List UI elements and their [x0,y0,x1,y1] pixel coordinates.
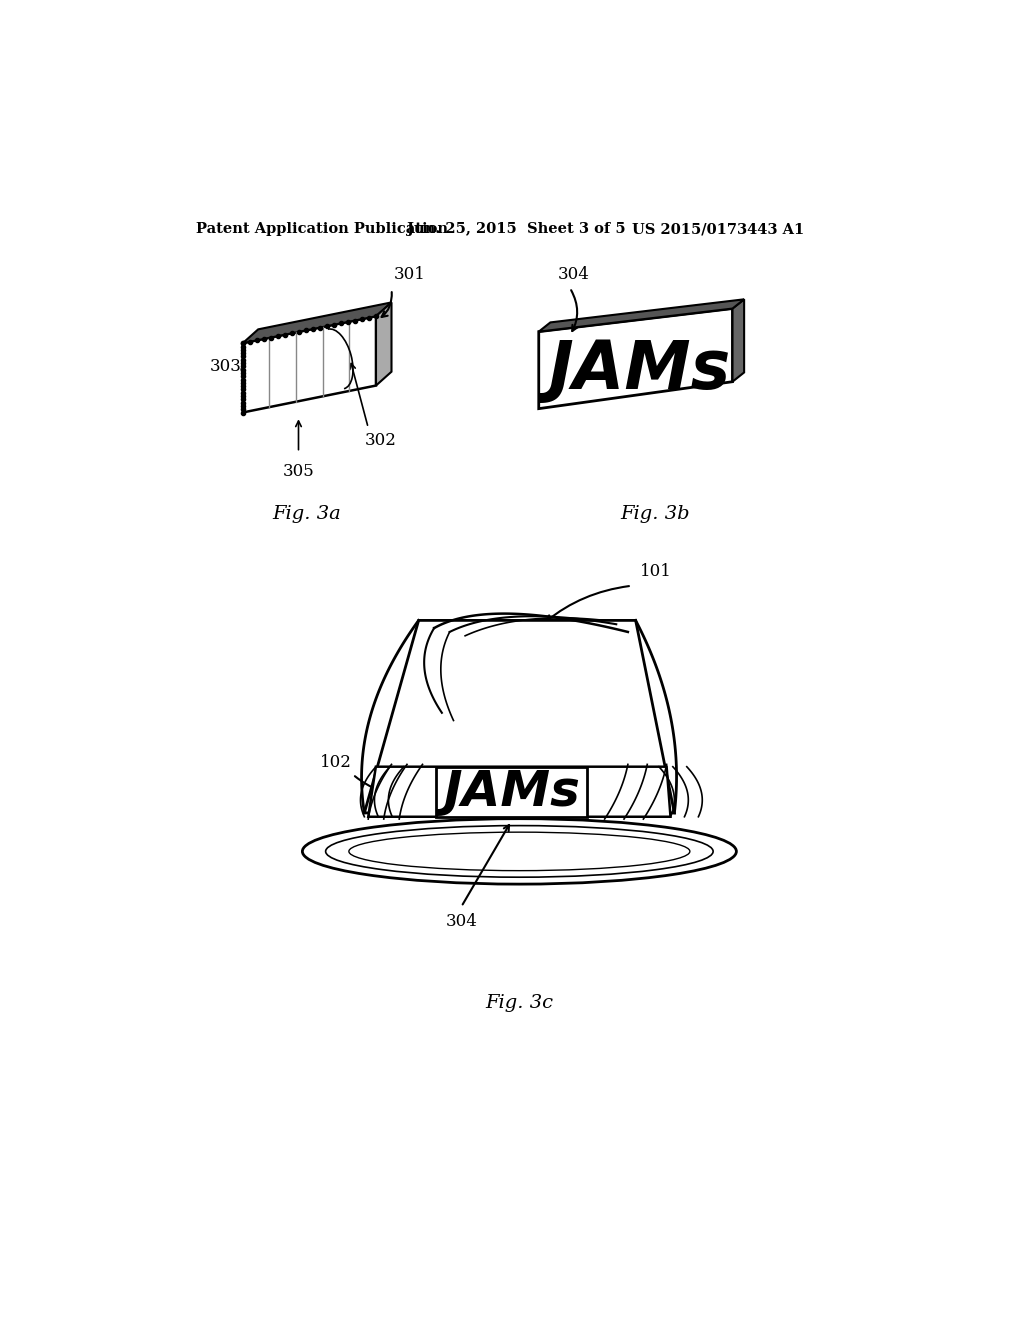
Ellipse shape [349,832,690,871]
Text: 305: 305 [283,462,314,479]
Text: 304: 304 [445,913,477,931]
Ellipse shape [302,818,736,884]
Text: US 2015/0173443 A1: US 2015/0173443 A1 [632,222,804,236]
Text: Jun. 25, 2015  Sheet 3 of 5: Jun. 25, 2015 Sheet 3 of 5 [407,222,626,236]
Polygon shape [243,302,391,343]
Text: 101: 101 [640,564,672,581]
Polygon shape [732,300,744,381]
Ellipse shape [326,825,713,878]
Text: Fig. 3a: Fig. 3a [272,506,341,523]
Polygon shape [365,620,675,813]
Text: Fig. 3b: Fig. 3b [621,506,690,523]
Polygon shape [376,302,391,385]
Text: 102: 102 [321,754,352,771]
Polygon shape [369,767,671,817]
Text: 302: 302 [365,432,396,449]
Text: 301: 301 [394,267,426,284]
Polygon shape [539,300,744,331]
Text: 304: 304 [558,267,590,284]
Text: JAMs: JAMs [549,337,731,403]
Polygon shape [243,317,376,412]
Polygon shape [436,767,587,817]
Text: Patent Application Publication: Patent Application Publication [197,222,449,236]
Text: 303: 303 [209,358,242,375]
Polygon shape [539,309,732,409]
Text: JAMs: JAMs [443,768,580,816]
Text: Fig. 3c: Fig. 3c [485,994,553,1012]
